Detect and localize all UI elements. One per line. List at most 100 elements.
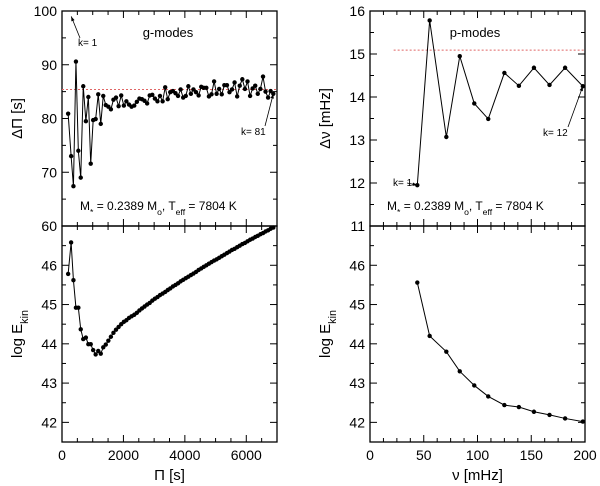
- annotation-arrow: [567, 86, 584, 128]
- x-axis-label: Π [s]: [154, 467, 185, 484]
- axes-frame: [369, 10, 586, 227]
- data-point: [444, 349, 449, 354]
- y-tick-label: 44: [349, 336, 365, 352]
- y-tick-label: 80: [41, 111, 57, 127]
- data-point: [134, 99, 140, 105]
- data-point: [88, 161, 93, 166]
- data-point: [472, 101, 477, 106]
- data-point: [116, 324, 121, 330]
- annotation-arrowhead: [412, 182, 418, 186]
- data-point: [111, 330, 116, 336]
- data-point: [242, 86, 248, 92]
- data-point: [88, 342, 93, 347]
- data-point: [457, 369, 462, 374]
- annotation-arrowhead: [270, 93, 274, 99]
- data-point: [65, 271, 71, 277]
- y-axis-label: ΔΠ [s]: [9, 98, 26, 139]
- data-point: [86, 94, 91, 100]
- data-point: [531, 409, 537, 414]
- axes-frame: [369, 225, 586, 443]
- data-point: [121, 103, 127, 108]
- y-tick-label: 14: [349, 89, 365, 105]
- data-point: [157, 93, 163, 99]
- data-point: [427, 333, 432, 339]
- data-point: [71, 278, 76, 283]
- data-point: [124, 99, 129, 104]
- annotation-arrowhead: [71, 16, 75, 22]
- data-point: [193, 89, 199, 95]
- data-point: [457, 53, 462, 59]
- x-tick-label: 200: [573, 447, 597, 463]
- data-point: [183, 93, 188, 99]
- data-point: [116, 103, 121, 109]
- y-tick-label: 90: [41, 57, 57, 73]
- y-tick-label: 43: [349, 375, 365, 391]
- data-point: [76, 148, 81, 153]
- panel-g_kinetic_energy: 42 43 44 45 46 0 2000 4000 6000 Π [s] log Ekin: [9, 225, 278, 484]
- data-point: [78, 327, 83, 332]
- data-point: [263, 89, 268, 94]
- data-point: [113, 95, 119, 100]
- data-point: [211, 79, 217, 84]
- data-point: [247, 93, 253, 99]
- data-point: [486, 394, 491, 399]
- data-point: [562, 416, 568, 421]
- data-point: [216, 86, 222, 92]
- data-point: [486, 116, 491, 122]
- data-point: [90, 347, 96, 353]
- axes-frame: [61, 225, 278, 443]
- data-point: [71, 184, 76, 189]
- data-point: [103, 342, 108, 347]
- y-tick-label: 44: [41, 336, 57, 352]
- data-point: [444, 134, 449, 140]
- parameter-text: M* = 0.2389 Mo, Teff = 7804 K: [387, 199, 544, 217]
- parameter-text: M* = 0.2389 Mo, Teff = 7804 K: [80, 199, 237, 217]
- data-point: [547, 412, 552, 418]
- x-tick-label: 0: [366, 447, 374, 463]
- data-point: [516, 83, 522, 89]
- data-point: [96, 92, 101, 97]
- data-point: [245, 79, 250, 84]
- data-point: [260, 74, 266, 79]
- data-point: [165, 96, 170, 102]
- data-point: [268, 88, 273, 94]
- data-point: [150, 92, 155, 98]
- y-axis-label: log Ekin: [9, 310, 31, 358]
- y-tick-label: 46: [41, 257, 57, 273]
- x-tick-label: 2000: [108, 447, 139, 463]
- data-point: [188, 91, 194, 96]
- mode-index-annotation: k= 12: [543, 128, 568, 139]
- data-point: [237, 83, 242, 88]
- data-point: [108, 107, 114, 112]
- data-point: [175, 93, 181, 99]
- data-point: [93, 352, 98, 357]
- data-point: [196, 93, 201, 98]
- data-point: [68, 240, 74, 245]
- data-point: [240, 77, 245, 82]
- data-point: [562, 65, 568, 70]
- annotation-arrow: [264, 93, 274, 127]
- mode-index-annotation: k= 81: [241, 127, 266, 138]
- data-point: [132, 103, 137, 108]
- x-tick-label: 50: [416, 447, 432, 463]
- data-point: [78, 175, 83, 180]
- y-tick-label: 42: [349, 414, 365, 430]
- data-point: [427, 18, 432, 23]
- data-point: [178, 87, 183, 92]
- mode-index-annotation: k= 1: [78, 38, 98, 49]
- data-point: [73, 59, 79, 64]
- data-point: [106, 338, 111, 343]
- data-point: [144, 101, 150, 106]
- data-point: [531, 65, 537, 70]
- data-point: [234, 94, 240, 99]
- data-point: [101, 93, 106, 99]
- x-tick-label: 6000: [231, 447, 262, 463]
- data-point: [98, 121, 103, 127]
- y-tick-label: 45: [349, 297, 365, 313]
- data-point: [580, 419, 586, 424]
- data-point: [224, 82, 230, 88]
- data-point: [160, 99, 165, 104]
- data-point: [547, 82, 552, 88]
- y-tick-label: 12: [349, 175, 365, 191]
